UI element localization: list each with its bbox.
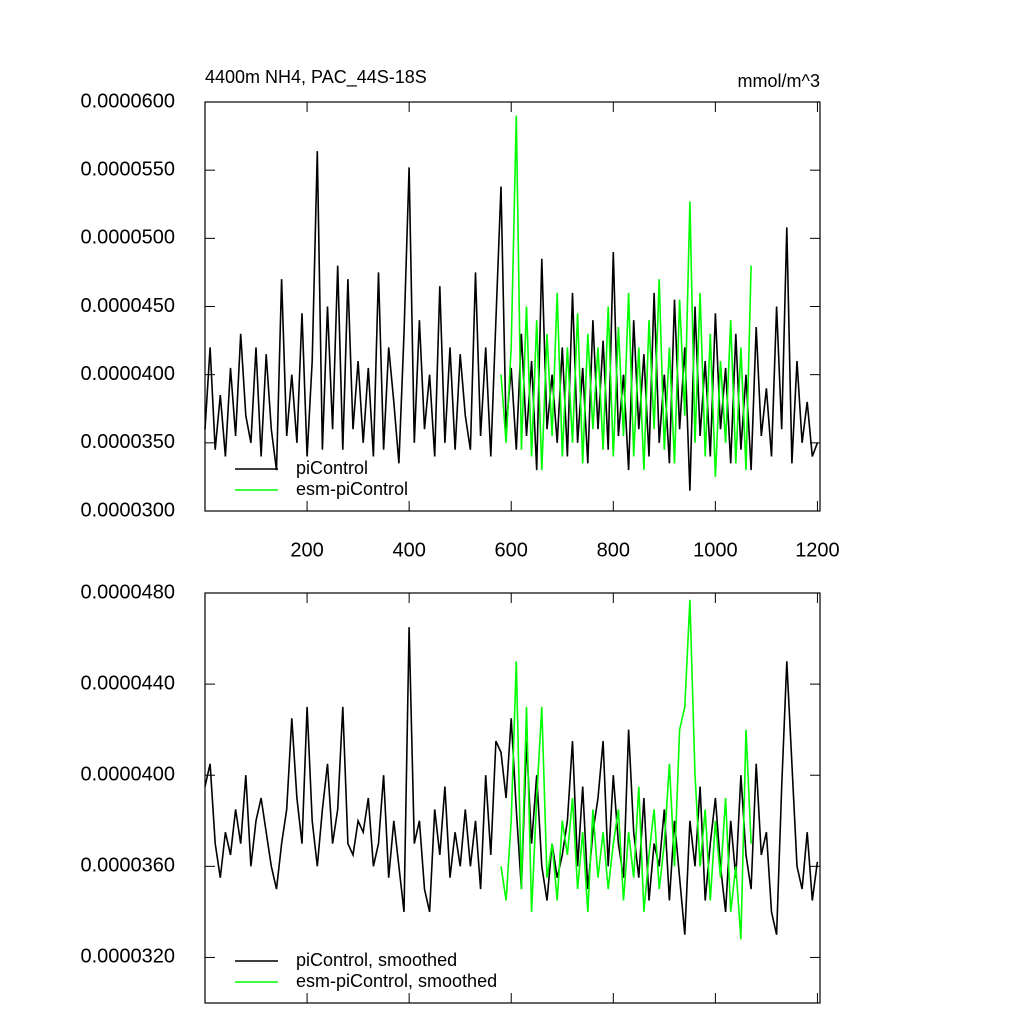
series-line: [500, 115, 752, 477]
y-tick-label: 0.0000360: [80, 855, 175, 877]
y-tick-label: 0.0000500: [80, 227, 175, 249]
x-tick-label: 400: [392, 539, 425, 561]
chart-title: 4400m NH4, PAC_44S-18S: [205, 67, 427, 88]
x-tick-label: 1200: [795, 539, 840, 561]
legend-label: esm-piControl, smoothed: [296, 971, 497, 991]
y-tick-label: 0.0000300: [80, 499, 175, 521]
y-tick-label: 0.0000600: [80, 90, 175, 112]
legend-label: piControl: [296, 458, 368, 478]
y-tick-label: 0.0000400: [80, 764, 175, 786]
y-tick-label: 0.0000450: [80, 295, 175, 317]
y-tick-label: 0.0000550: [80, 158, 175, 180]
y-tick-label: 0.0000400: [80, 363, 175, 385]
x-tick-label: 1000: [693, 539, 738, 561]
series-line: [500, 599, 752, 940]
y-tick-label: 0.0000350: [80, 431, 175, 453]
x-tick-label: 600: [495, 539, 528, 561]
plot-frame: [204, 592, 821, 1004]
x-tick-label: 800: [597, 539, 630, 561]
legend-label: piControl, smoothed: [296, 950, 457, 970]
y-tick-label: 0.0000320: [80, 946, 175, 968]
y-tick-label: 0.0000440: [80, 672, 175, 694]
y-tick-label: 0.0000480: [80, 581, 175, 603]
series-line: [204, 151, 819, 491]
units-label: mmol/m^3: [738, 71, 820, 91]
series-line: [204, 627, 819, 935]
legend-label: esm-piControl: [296, 479, 408, 499]
x-tick-label: 200: [290, 539, 323, 561]
